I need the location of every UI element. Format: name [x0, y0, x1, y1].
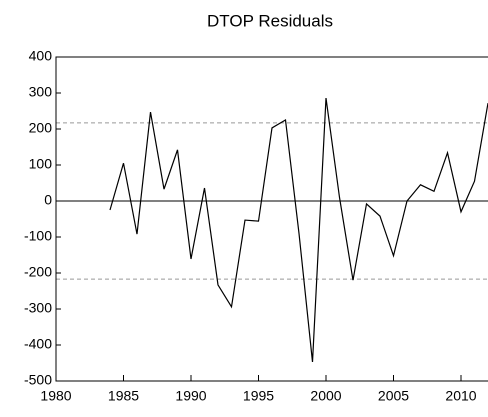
x-tick-label: 1995 [243, 388, 274, 404]
y-tick-label: 200 [29, 120, 53, 136]
x-tick-label: 1980 [40, 388, 71, 404]
y-tick-label: 400 [29, 48, 53, 64]
x-tick-label: 1985 [108, 388, 139, 404]
y-tick-label: -400 [24, 336, 52, 352]
y-tick-label: -300 [24, 300, 52, 316]
x-tick-label: 2010 [445, 388, 476, 404]
residual-line [109, 97, 488, 362]
plot-frame [55, 56, 488, 382]
y-tick-label: 100 [29, 156, 53, 172]
y-tick-label: 300 [29, 84, 53, 100]
chart-title: DTOP Residuals [207, 11, 333, 30]
x-tick-label: 2005 [378, 388, 409, 404]
y-tick-label: -200 [24, 264, 52, 280]
y-tick-label: -100 [24, 228, 52, 244]
x-tick-label: 2000 [310, 388, 341, 404]
y-tick-label: -500 [24, 372, 52, 388]
y-tick-label: 0 [44, 192, 52, 208]
x-tick-label: 1990 [175, 388, 206, 404]
